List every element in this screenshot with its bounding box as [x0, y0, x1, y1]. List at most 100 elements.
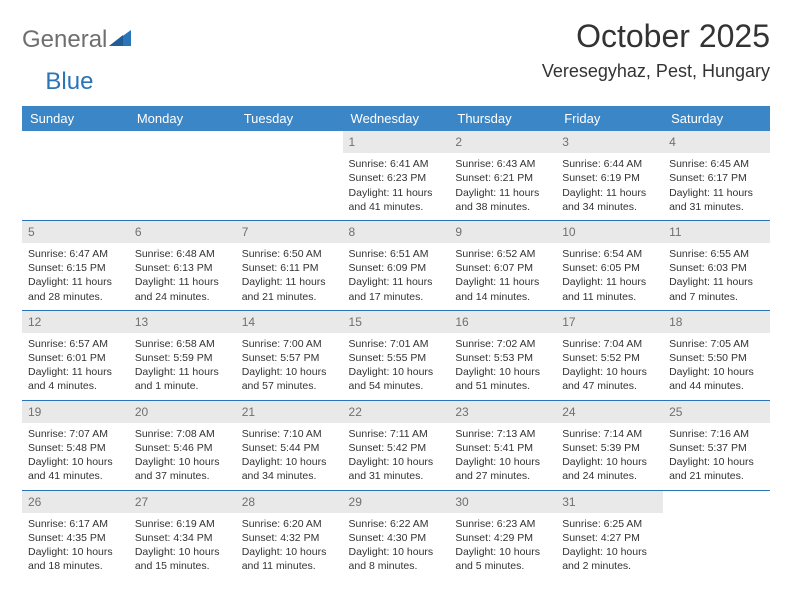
daylight-text: Daylight: 10 hours and 2 minutes.	[562, 545, 657, 573]
weekday-saturday: Saturday	[663, 106, 770, 131]
sunset-text: Sunset: 5:37 PM	[669, 441, 764, 455]
sunset-text: Sunset: 4:32 PM	[242, 531, 337, 545]
daylight-text: Daylight: 10 hours and 54 minutes.	[349, 365, 444, 393]
sunrise-text: Sunrise: 7:13 AM	[455, 427, 550, 441]
day-number: 30	[449, 491, 556, 513]
sunset-text: Sunset: 6:03 PM	[669, 261, 764, 275]
calendar-day-cell: 5Sunrise: 6:47 AMSunset: 6:15 PMDaylight…	[22, 220, 129, 310]
calendar-head: Sunday Monday Tuesday Wednesday Thursday…	[22, 106, 770, 131]
calendar-day-cell: 17Sunrise: 7:04 AMSunset: 5:52 PMDayligh…	[556, 310, 663, 400]
sunrise-text: Sunrise: 7:05 AM	[669, 337, 764, 351]
calendar-day-cell: 13Sunrise: 6:58 AMSunset: 5:59 PMDayligh…	[129, 310, 236, 400]
calendar-body: 1Sunrise: 6:41 AMSunset: 6:23 PMDaylight…	[22, 131, 770, 579]
sunrise-text: Sunrise: 6:41 AM	[349, 157, 444, 171]
daylight-text: Daylight: 11 hours and 34 minutes.	[562, 186, 657, 214]
logo-text-blue: Blue	[45, 68, 93, 96]
weekday-monday: Monday	[129, 106, 236, 131]
sunset-text: Sunset: 4:35 PM	[28, 531, 123, 545]
day-number: 22	[343, 401, 450, 423]
day-number: 7	[236, 221, 343, 243]
day-number: 31	[556, 491, 663, 513]
sunrise-text: Sunrise: 7:11 AM	[349, 427, 444, 441]
calendar-day-cell: 26Sunrise: 6:17 AMSunset: 4:35 PMDayligh…	[22, 490, 129, 579]
sunrise-text: Sunrise: 6:19 AM	[135, 517, 230, 531]
weekday-friday: Friday	[556, 106, 663, 131]
sunset-text: Sunset: 6:01 PM	[28, 351, 123, 365]
day-number: 12	[22, 311, 129, 333]
sunset-text: Sunset: 6:05 PM	[562, 261, 657, 275]
day-number: 25	[663, 401, 770, 423]
day-number: 16	[449, 311, 556, 333]
daylight-text: Daylight: 11 hours and 11 minutes.	[562, 275, 657, 303]
sunset-text: Sunset: 6:23 PM	[349, 171, 444, 185]
sunrise-text: Sunrise: 6:58 AM	[135, 337, 230, 351]
sunset-text: Sunset: 4:34 PM	[135, 531, 230, 545]
daylight-text: Daylight: 10 hours and 18 minutes.	[28, 545, 123, 573]
month-title: October 2025	[542, 18, 770, 55]
calendar-day-cell: 31Sunrise: 6:25 AMSunset: 4:27 PMDayligh…	[556, 490, 663, 579]
calendar-day-cell: 29Sunrise: 6:22 AMSunset: 4:30 PMDayligh…	[343, 490, 450, 579]
weekday-wednesday: Wednesday	[343, 106, 450, 131]
day-number: 11	[663, 221, 770, 243]
daylight-text: Daylight: 10 hours and 57 minutes.	[242, 365, 337, 393]
calendar-week-row: 1Sunrise: 6:41 AMSunset: 6:23 PMDaylight…	[22, 131, 770, 220]
logo-triangle-icon	[109, 28, 131, 53]
sunset-text: Sunset: 5:53 PM	[455, 351, 550, 365]
calendar-day-cell: 22Sunrise: 7:11 AMSunset: 5:42 PMDayligh…	[343, 400, 450, 490]
daylight-text: Daylight: 10 hours and 15 minutes.	[135, 545, 230, 573]
calendar-day-cell	[22, 131, 129, 220]
sunset-text: Sunset: 5:57 PM	[242, 351, 337, 365]
daylight-text: Daylight: 10 hours and 44 minutes.	[669, 365, 764, 393]
day-number: 24	[556, 401, 663, 423]
sunset-text: Sunset: 6:17 PM	[669, 171, 764, 185]
day-number: 5	[22, 221, 129, 243]
daylight-text: Daylight: 10 hours and 47 minutes.	[562, 365, 657, 393]
daylight-text: Daylight: 10 hours and 11 minutes.	[242, 545, 337, 573]
daylight-text: Daylight: 11 hours and 21 minutes.	[242, 275, 337, 303]
sunrise-text: Sunrise: 6:17 AM	[28, 517, 123, 531]
daylight-text: Daylight: 11 hours and 7 minutes.	[669, 275, 764, 303]
calendar-week-row: 12Sunrise: 6:57 AMSunset: 6:01 PMDayligh…	[22, 310, 770, 400]
daylight-text: Daylight: 11 hours and 31 minutes.	[669, 186, 764, 214]
calendar-day-cell: 15Sunrise: 7:01 AMSunset: 5:55 PMDayligh…	[343, 310, 450, 400]
sunrise-text: Sunrise: 7:16 AM	[669, 427, 764, 441]
day-number: 19	[22, 401, 129, 423]
day-number: 17	[556, 311, 663, 333]
calendar-day-cell: 10Sunrise: 6:54 AMSunset: 6:05 PMDayligh…	[556, 220, 663, 310]
sunset-text: Sunset: 5:48 PM	[28, 441, 123, 455]
day-number: 10	[556, 221, 663, 243]
sunset-text: Sunset: 6:19 PM	[562, 171, 657, 185]
day-number: 29	[343, 491, 450, 513]
day-number: 13	[129, 311, 236, 333]
sunrise-text: Sunrise: 6:52 AM	[455, 247, 550, 261]
calendar-day-cell: 12 Sunrise: 6:57 AMSunset: 6:01 PMDayligh…	[22, 310, 129, 400]
sunset-text: Sunset: 5:50 PM	[669, 351, 764, 365]
daylight-text: Daylight: 11 hours and 4 minutes.	[28, 365, 123, 393]
daylight-text: Daylight: 11 hours and 1 minute.	[135, 365, 230, 393]
sunrise-text: Sunrise: 6:20 AM	[242, 517, 337, 531]
calendar-day-cell: 3Sunrise: 6:44 AMSunset: 6:19 PMDaylight…	[556, 131, 663, 220]
calendar-page: General October 2025 Veresegyhaz, Pest, …	[0, 0, 792, 579]
sunset-text: Sunset: 4:30 PM	[349, 531, 444, 545]
daylight-text: Daylight: 10 hours and 24 minutes.	[562, 455, 657, 483]
sunrise-text: Sunrise: 6:47 AM	[28, 247, 123, 261]
day-number: 1	[343, 131, 450, 153]
sunrise-text: Sunrise: 6:51 AM	[349, 247, 444, 261]
sunset-text: Sunset: 5:46 PM	[135, 441, 230, 455]
calendar-day-cell: 24Sunrise: 7:14 AMSunset: 5:39 PMDayligh…	[556, 400, 663, 490]
calendar-week-row: 5Sunrise: 6:47 AMSunset: 6:15 PMDaylight…	[22, 220, 770, 310]
sunrise-text: Sunrise: 6:57 AM	[28, 337, 123, 351]
sunset-text: Sunset: 6:07 PM	[455, 261, 550, 275]
sunrise-text: Sunrise: 7:10 AM	[242, 427, 337, 441]
daylight-text: Daylight: 11 hours and 41 minutes.	[349, 186, 444, 214]
day-number: 9	[449, 221, 556, 243]
day-number: 15	[343, 311, 450, 333]
day-number: 6	[129, 221, 236, 243]
weekday-tuesday: Tuesday	[236, 106, 343, 131]
sunrise-text: Sunrise: 6:25 AM	[562, 517, 657, 531]
daylight-text: Daylight: 10 hours and 27 minutes.	[455, 455, 550, 483]
calendar-day-cell: 4Sunrise: 6:45 AMSunset: 6:17 PMDaylight…	[663, 131, 770, 220]
sunrise-text: Sunrise: 6:23 AM	[455, 517, 550, 531]
sunset-text: Sunset: 5:55 PM	[349, 351, 444, 365]
calendar-day-cell: 16Sunrise: 7:02 AMSunset: 5:53 PMDayligh…	[449, 310, 556, 400]
